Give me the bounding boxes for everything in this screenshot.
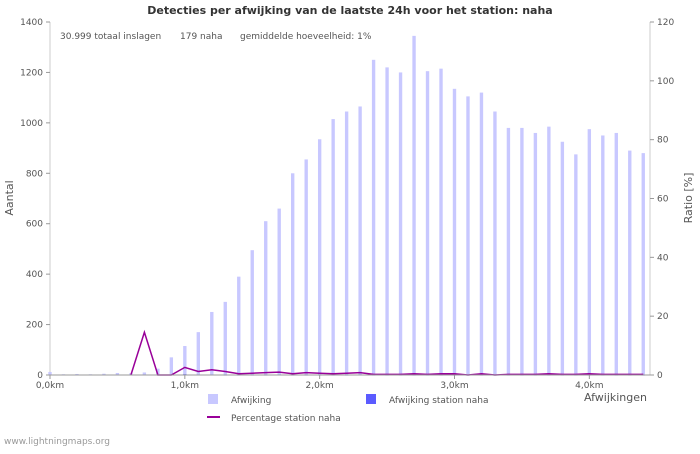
left-tick-label: 0 [37,371,43,381]
bar-afwijking [533,132,538,375]
left-axis-ticks: 0 200 400 600 800 1000 1200 1400 [20,18,50,381]
legend-label-percentage: Percentage station naha [231,414,341,424]
bar-afwijking [169,357,174,375]
bar-afwijking [520,127,524,376]
x-axis-label: Afwijkingen [584,391,647,404]
y-axis-label-right: Ratio [%] [682,173,695,224]
bar-afwijking [398,72,403,375]
ratio-line [130,329,644,376]
bar-afwijking [425,71,430,376]
bar-afwijking [587,129,592,375]
x-tick-label: 2,0km [306,381,334,391]
bar-afwijking [291,173,295,375]
bar-afwijking [466,96,470,375]
x-tick-label: 4,0km [575,381,603,391]
bar-afwijking [210,311,214,375]
bars-layer [48,35,645,376]
bar-afwijking [250,250,254,375]
right-tick-label: 40 [657,253,669,263]
bar-afwijking [344,111,349,375]
bar-afwijking [358,106,362,375]
left-tick-label: 200 [26,321,43,331]
right-tick-label: 60 [657,195,669,205]
bar-afwijking [506,127,511,376]
legend-swatch-afwijking [208,394,218,404]
summary-station: 179 naha [180,32,222,42]
y-axis-label-left: Aantal [3,180,16,215]
bar-afwijking [574,154,578,375]
bar-afwijking [452,88,457,375]
bar-afwijking [237,276,241,375]
left-tick-label: 600 [26,220,43,230]
ratio-line-layer [130,329,644,376]
bar-afwijking [142,372,147,375]
summary-average: gemiddelde hoeveelheid: 1% [240,32,372,42]
left-tick-label: 1000 [20,119,43,129]
legend-label-afwijking: Afwijking [231,396,271,406]
x-axis-ticks: 0,0km 1,0km 2,0km 3,0km 4,0km [36,375,603,391]
bar-afwijking [560,141,565,375]
footer-credit: www.lightningmaps.org [4,437,110,447]
bar-afwijking [371,59,376,375]
left-tick-label: 1400 [20,18,43,28]
bar-afwijking [601,135,605,375]
x-tick-label: 1,0km [171,381,199,391]
bar-afwijking [156,368,160,375]
legend-swatch-station [366,394,376,404]
bar-afwijking [317,139,322,375]
bar-afwijking [115,372,120,375]
bar-afwijking [614,132,618,375]
bar-afwijking [196,332,200,375]
bar-afwijking [102,373,106,375]
bar-afwijking [331,119,335,375]
legend-label-station: Afwijking station naha [389,396,488,406]
bar-afwijking [48,371,52,375]
plot-frame [49,22,651,375]
right-axis-ticks: 0 20 40 60 80 100 120 [650,18,674,381]
bar-afwijking [183,346,187,375]
bar-afwijking [264,221,268,375]
chart-title: Detecties per afwijking van de laatste 2… [147,4,552,17]
bar-afwijking [385,67,389,375]
left-tick-label: 400 [26,270,43,280]
bar-afwijking [628,150,632,375]
bar-afwijking [641,153,645,375]
right-tick-label: 120 [657,18,674,28]
bar-afwijking [439,68,443,376]
right-tick-label: 100 [657,77,674,87]
legend: Afwijking Afwijking station naha Percent… [207,394,488,424]
bar-afwijking [412,35,416,375]
bar-afwijking [75,373,79,375]
left-tick-label: 1200 [20,68,43,78]
right-tick-label: 20 [657,312,669,322]
right-tick-label: 80 [657,136,669,146]
left-tick-label: 800 [26,169,43,179]
x-tick-label: 3,0km [440,381,468,391]
bar-afwijking [547,126,551,375]
bar-afwijking [479,92,484,375]
summary-total: 30.999 totaal inslagen [60,32,161,42]
bar-afwijking [223,301,227,375]
bar-afwijking [304,159,308,375]
bar-afwijking [277,208,281,375]
bar-afwijking [493,111,497,375]
right-tick-label: 0 [657,371,663,381]
x-tick-label: 0,0km [36,381,64,391]
